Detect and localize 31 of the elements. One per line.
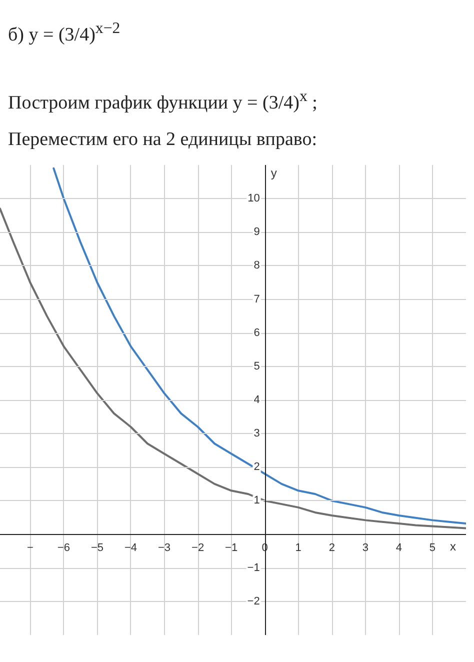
y-tick-label: 9 bbox=[254, 226, 260, 238]
text: Переместим его на 2 единицы вправо: bbox=[8, 128, 318, 151]
line-series bbox=[0, 207, 466, 529]
y-tick-label: 5 bbox=[254, 360, 260, 372]
x-tick-label: −4 bbox=[124, 541, 138, 554]
x-tick-label: 4 bbox=[396, 541, 402, 554]
y-tick-label: 2 bbox=[254, 460, 260, 473]
y-tick-label: 4 bbox=[254, 394, 260, 406]
x-tick-label: −3 bbox=[158, 541, 171, 554]
x-tick-label: −1 bbox=[225, 541, 238, 554]
line-series bbox=[52, 167, 466, 524]
y-tick-label: −2 bbox=[247, 595, 260, 608]
x-tick-label: 5 bbox=[429, 541, 436, 554]
y-tick-label: −1 bbox=[247, 562, 260, 574]
y-axis-title: y bbox=[270, 166, 277, 180]
x-tick-label: − bbox=[26, 541, 34, 554]
chart-subtitle: Построим график функции y = (3/4)$^{x}$ ; bbox=[8, 88, 318, 115]
x-tick-label: −6 bbox=[57, 541, 70, 554]
x-tick-label: 1 bbox=[295, 541, 302, 554]
x-tick-label: 2 bbox=[328, 541, 335, 554]
y-tick-label: 3 bbox=[254, 427, 260, 440]
chart-title: б) y = (3/4)$^{x−2}$ bbox=[8, 20, 122, 46]
y-tick-label: 8 bbox=[254, 259, 260, 272]
y-tick-label: 1 bbox=[254, 494, 260, 506]
x-axis-title: x bbox=[450, 538, 456, 553]
x-tick-label: −2 bbox=[192, 541, 204, 554]
x-tick-label: 3 bbox=[362, 541, 368, 554]
x-tick-label: −5 bbox=[90, 541, 104, 554]
y-tick-label: 6 bbox=[254, 326, 260, 339]
y-tick-label: 10 bbox=[248, 192, 260, 204]
y-tick-label: 7 bbox=[254, 292, 260, 305]
